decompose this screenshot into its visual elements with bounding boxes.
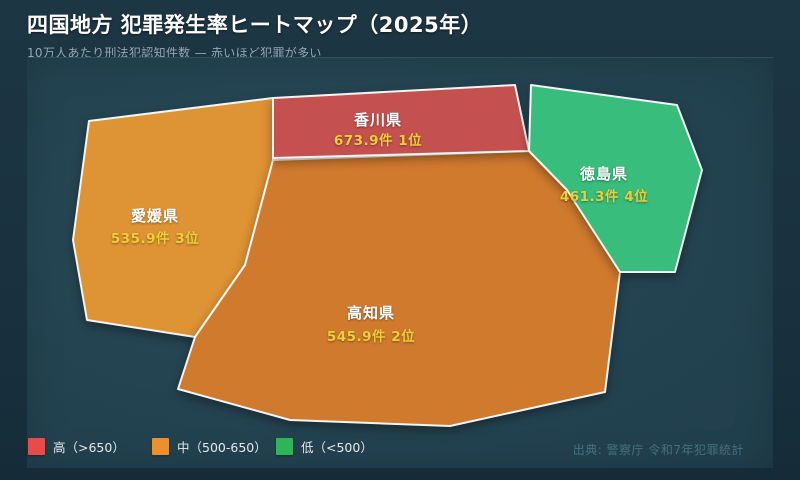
prefecture-value-kagawa: 673.9件 1位 [334,132,422,149]
legend-swatch-high [28,438,45,455]
source-caption: 出典: 警察庁 令和7年犯罪統計 [572,443,744,457]
header: 四国地方 犯罪発生率ヒートマップ（2025年） 10万人あたり刑法犯認知件数 —… [27,9,482,61]
prefecture-name-kochi: 高知県 [347,304,395,322]
legend-label-mid: 中（500-650） [177,440,267,455]
legend-swatch-mid [152,438,169,455]
prefecture-label-kochi: 高知県 545.9件 2位 [327,304,415,345]
legend-label-low: 低（<500） [301,440,373,455]
legend: 高（>650） 中（500-650） 低（<500） [28,437,400,456]
prefecture-name-kagawa: 香川県 [354,111,402,129]
legend-item-high: 高（>650） [28,437,152,456]
legend-label-high: 高（>650） [53,440,125,455]
legend-swatch-low [276,438,293,455]
prefecture-name-ehime: 愛媛県 [131,207,179,225]
page-subtitle: 10万人あたり刑法犯認知件数 — 赤いほど犯罪が多い [27,46,322,60]
prefecture-label-kagawa: 香川県 673.9件 1位 [334,111,422,149]
prefecture-value-kochi: 545.9件 2位 [327,328,415,345]
prefecture-label-ehime: 愛媛県 535.9件 3位 [111,207,199,247]
prefecture-label-tokushima: 徳島県 461.3件 4位 [560,165,648,205]
page-title: 四国地方 犯罪発生率ヒートマップ（2025年） [27,13,483,37]
prefecture-value-ehime: 535.9件 3位 [111,230,199,247]
prefecture-name-tokushima: 徳島県 [579,165,628,183]
legend-item-low: 低（<500） [276,437,400,456]
prefecture-value-tokushima: 461.3件 4位 [560,188,648,205]
legend-item-mid: 中（500-650） [152,437,276,456]
prefecture-region-tokushima[interactable] [528,84,703,273]
